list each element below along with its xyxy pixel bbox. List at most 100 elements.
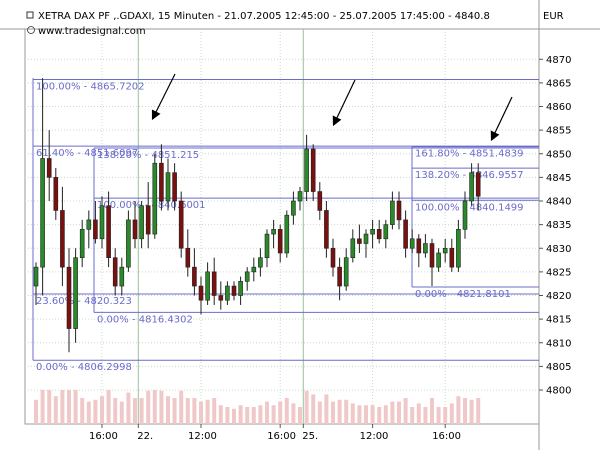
- volume-bar: [331, 401, 335, 424]
- candle-body: [350, 238, 356, 259]
- volume-bar: [449, 403, 454, 424]
- fib-level-label: 161.80% - 4851.4839: [415, 149, 524, 160]
- volume-bar: [152, 390, 157, 424]
- candle-up: [40, 78, 45, 296]
- volume-bar: [146, 390, 151, 424]
- volume-bar: [364, 405, 368, 424]
- volume-bar: [377, 407, 382, 424]
- volume-bar: [423, 407, 428, 424]
- candle-up: [139, 201, 144, 249]
- candle-body: [66, 266, 72, 329]
- candle-up: [423, 234, 428, 258]
- candle-up: [251, 257, 257, 282]
- volume-bar: [60, 390, 65, 424]
- grid: [25, 29, 539, 424]
- volume-bar: [476, 398, 481, 424]
- candle-up: [297, 186, 303, 211]
- source-label: www.tradesignal.com: [38, 26, 146, 37]
- candle-body: [139, 205, 144, 240]
- volume-bar: [265, 401, 269, 424]
- volume-bar: [172, 398, 177, 424]
- candle-up: [244, 267, 250, 291]
- x-tick-label: 25.: [302, 431, 318, 442]
- candle-down: [159, 144, 164, 211]
- candle-body: [205, 271, 210, 301]
- volume-bar: [324, 394, 329, 424]
- y-tick-label: 4820: [546, 291, 571, 302]
- candle-up: [119, 257, 125, 296]
- y-tick-label: 4830: [546, 244, 571, 255]
- volume-bar: [251, 407, 256, 424]
- volume-bar: [298, 407, 302, 424]
- candle-up: [350, 229, 356, 263]
- volume-bar: [443, 407, 448, 424]
- candle-down: [60, 186, 65, 287]
- chart-title: XETRA DAX PF ,.GDAXI, 15 Minuten - 21.07…: [38, 11, 490, 22]
- annotation-arrow: [151, 73, 176, 121]
- y-tick-label: 4860: [546, 102, 571, 113]
- candle-down: [317, 182, 323, 220]
- candle-down: [172, 163, 177, 211]
- candle-up: [456, 219, 461, 272]
- candle-body: [277, 229, 283, 254]
- volume-bar: [218, 405, 223, 424]
- candle-up: [442, 238, 448, 263]
- volume-bar: [40, 390, 45, 424]
- x-tick-label: 16:00: [89, 431, 118, 442]
- candle-up: [370, 219, 375, 249]
- candle-up: [284, 210, 290, 258]
- volume-bar: [291, 403, 296, 424]
- candle-body: [172, 172, 177, 202]
- volume-bar: [67, 390, 71, 424]
- candle-body: [238, 281, 243, 296]
- candle-body: [225, 285, 230, 301]
- candle-up: [469, 163, 474, 206]
- candle-body: [436, 252, 441, 268]
- candle-body: [126, 219, 131, 268]
- candle-body: [456, 229, 461, 268]
- candle-up: [165, 158, 171, 211]
- candle-up: [383, 219, 389, 249]
- candle-body: [449, 247, 455, 268]
- candle-up: [462, 191, 468, 239]
- candle-body: [106, 205, 111, 259]
- candle-body: [330, 247, 336, 268]
- volume-bar: [410, 407, 415, 424]
- candle-down: [198, 276, 204, 315]
- candle-body: [370, 229, 375, 235]
- candle-body: [218, 295, 224, 301]
- candle-down: [337, 257, 342, 301]
- volume-bar: [317, 401, 322, 424]
- candle-body: [86, 219, 92, 230]
- volume-bar: [245, 407, 250, 424]
- volume-bar: [370, 405, 375, 424]
- candle-up: [291, 191, 296, 225]
- candle-up: [205, 262, 210, 305]
- candle-down: [192, 248, 197, 296]
- candle-body: [462, 200, 468, 230]
- y-tick-label: 4865: [546, 78, 571, 89]
- x-tick-label: 16:00: [267, 431, 296, 442]
- x-axis: 16:00 22. 12:00 16:00 25. 12:00 16:00: [89, 424, 461, 442]
- fibonacci-levels: 100.00% - 4865.7202 61.40% - 4851.6097 23.…: [32, 78, 539, 373]
- y-tick-label: 4815: [546, 315, 571, 326]
- x-tick-label: 12:00: [360, 431, 389, 442]
- y-tick-label: 4840: [546, 197, 571, 208]
- candle-down: [178, 191, 184, 258]
- candle-down: [277, 224, 283, 263]
- candle-body: [409, 238, 415, 249]
- fib-level-label: 23.60% - 4820.323: [36, 296, 132, 307]
- candle-down: [310, 144, 316, 201]
- copyright-icon: [27, 26, 35, 34]
- candle-body: [251, 266, 257, 273]
- annotation-arrow: [332, 79, 356, 127]
- candle-body: [383, 224, 389, 240]
- candle-body: [304, 148, 309, 192]
- fib-level-label: 138.20% - 4851.215: [97, 150, 199, 161]
- candle-body: [46, 158, 52, 178]
- candle-body: [165, 172, 171, 202]
- volume-bar: [258, 405, 263, 424]
- fib-level-label: 0.00% - 4821.8101: [415, 289, 511, 300]
- fib-level-label: 100.00% - 4840.6001: [97, 200, 206, 211]
